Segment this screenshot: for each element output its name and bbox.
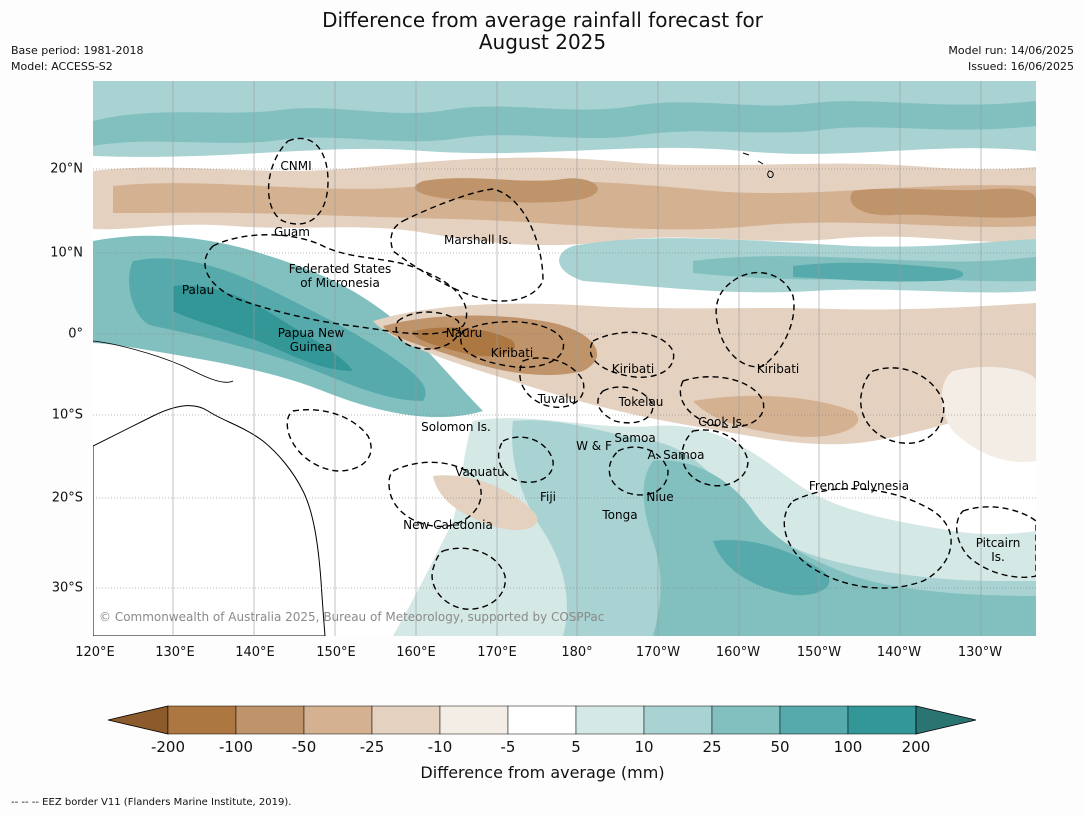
title-line-1: Difference from average rainfall forecas… — [322, 8, 763, 32]
colorbar-label-1: -100 — [218, 738, 254, 756]
y-tick-0: 20°N — [50, 161, 83, 177]
issued-date: Issued: 16/06/2025 — [967, 60, 1074, 73]
colorbar-extend-low — [108, 705, 169, 735]
meta-right: Model run: 14/06/2025 Issued: 16/06/2025 — [948, 43, 1074, 75]
map-gridlines — [172, 81, 982, 636]
label-cook-islands: Cook Is. — [698, 415, 746, 429]
x-tick-4: 160°E — [396, 645, 436, 660]
colorbar-label-11: 200 — [901, 738, 931, 756]
label-french-polynesia: French Polynesia — [808, 479, 910, 493]
y-tick-2: 0° — [68, 326, 83, 342]
colorbar-label-3: -25 — [359, 738, 385, 756]
x-tick-9: 150°W — [796, 645, 842, 660]
copyright-notice: © Commonwealth of Australia 2025, Bureau… — [99, 610, 605, 624]
colorbar-segment-2 — [303, 705, 373, 735]
label-png-line-1: Papua New — [277, 326, 345, 340]
label-wallis-futuna: W & F — [576, 439, 612, 453]
map-graphic — [93, 81, 1036, 636]
x-tick-3: 150°E — [316, 645, 356, 660]
label-nauru: Nauru — [445, 326, 483, 340]
colorbar-label-6: 5 — [571, 738, 581, 756]
colorbar-segment-3 — [371, 705, 441, 735]
colorbar — [108, 705, 977, 735]
base-period: Base period: 1981-2018 — [11, 44, 144, 57]
colorbar-label-4: -10 — [427, 738, 453, 756]
colorbar-label-9: 50 — [770, 738, 790, 756]
x-tick-6: 180° — [561, 645, 593, 660]
y-tick-4: 20°S — [51, 490, 83, 506]
colorbar-label-7: 10 — [634, 738, 654, 756]
title-line-2: August 2025 — [478, 30, 607, 54]
label-fsm: Federated States of Micronesia — [289, 262, 391, 290]
meta-left: Base period: 1981-2018 Model: ACCESS-S2 — [11, 43, 143, 75]
label-kiribati-central: Kiribati — [611, 362, 655, 376]
colorbar-segment-10 — [847, 705, 917, 735]
label-new-caledonia: New Caledonia — [403, 518, 493, 532]
colorbar-segment-1 — [235, 705, 305, 735]
label-fsm-line-1: Federated States — [288, 262, 392, 276]
label-kiribati-east: Kiribati — [756, 362, 800, 376]
y-tick-5: 30°S — [51, 580, 83, 596]
colorbar-segment-9 — [779, 705, 849, 735]
label-png: Papua New Guinea — [278, 326, 345, 354]
rainfall-anomaly-map — [93, 81, 1036, 636]
colorbar-segment-7 — [643, 705, 713, 735]
label-palau: Palau — [181, 283, 215, 297]
model-run: Model run: 14/06/2025 — [948, 44, 1074, 57]
colorbar-segment-8 — [711, 705, 781, 735]
colorbar-title: Difference from average (mm) — [420, 763, 665, 782]
x-tick-0: 120°E — [75, 645, 115, 660]
x-tick-8: 160°W — [715, 645, 761, 660]
y-tick-1: 10°N — [50, 245, 83, 261]
label-solomon-islands: Solomon Is. — [421, 420, 491, 434]
label-pitcairn-line-2: Is. — [991, 550, 1005, 564]
label-vanuatu: Vanuatu — [455, 465, 505, 479]
colorbar-segment-5 — [507, 705, 577, 735]
x-tick-5: 170°E — [477, 645, 517, 660]
label-tonga: Tonga — [602, 508, 638, 522]
label-niue: Niue — [646, 490, 674, 504]
colorbar-segment-6 — [575, 705, 645, 735]
x-tick-11: 130°W — [957, 645, 1003, 660]
colorbar-label-10: 100 — [833, 738, 863, 756]
map-australia — [93, 405, 326, 636]
eez-borders — [204, 137, 1036, 610]
x-tick-2: 140°E — [235, 645, 275, 660]
label-tokelau: Tokelau — [618, 395, 664, 409]
y-tick-3: 10°S — [51, 407, 83, 423]
colorbar-segment-0 — [167, 705, 237, 735]
label-pitcairn: Pitcairn Is. — [976, 536, 1021, 564]
label-kiribati-west: Kiribati — [490, 346, 534, 360]
label-samoa: Samoa — [614, 431, 656, 445]
model-name: Model: ACCESS-S2 — [11, 60, 113, 73]
x-tick-10: 140°W — [876, 645, 922, 660]
label-cnmi: CNMI — [280, 159, 312, 173]
label-png-line-2: Guinea — [289, 340, 333, 354]
label-tuvalu: Tuvalu — [537, 392, 577, 406]
colorbar-extend-high — [915, 705, 977, 735]
colorbar-segment-4 — [439, 705, 509, 735]
x-tick-1: 130°E — [155, 645, 195, 660]
label-fsm-line-2: of Micronesia — [300, 276, 380, 290]
x-tick-7: 170°W — [635, 645, 681, 660]
label-marshall-islands: Marshall Is. — [444, 233, 512, 247]
colorbar-label-2: -50 — [291, 738, 317, 756]
label-pitcairn-line-1: Pitcairn — [975, 536, 1021, 550]
footer-note: -- -- -- EEZ border V11 (Flanders Marine… — [11, 797, 292, 808]
colorbar-label-5: -5 — [500, 738, 516, 756]
colorbar-label-8: 25 — [702, 738, 722, 756]
colorbar-label-0: -200 — [150, 738, 186, 756]
label-american-samoa: A. Samoa — [647, 448, 705, 462]
label-guam: Guam — [274, 225, 310, 239]
label-fiji: Fiji — [539, 490, 557, 504]
